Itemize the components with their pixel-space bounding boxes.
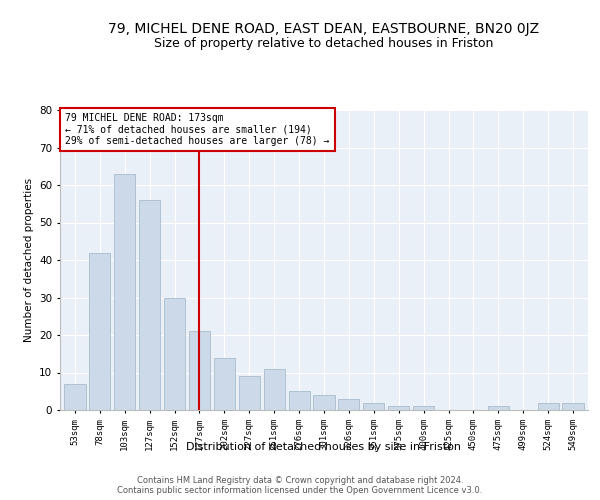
Bar (313, 395, 335, 410)
Bar (289, 391, 310, 410)
Bar (239, 376, 260, 410)
Bar (89, 252, 110, 410)
Bar (388, 406, 409, 410)
Text: 79 MICHEL DENE ROAD: 173sqm
← 71% of detached houses are smaller (194)
29% of se: 79 MICHEL DENE ROAD: 173sqm ← 71% of det… (65, 113, 329, 146)
Bar (189, 331, 210, 410)
Text: Contains HM Land Registry data © Crown copyright and database right 2024.
Contai: Contains HM Land Registry data © Crown c… (118, 476, 482, 495)
Bar (114, 174, 136, 410)
Bar (263, 369, 285, 410)
Y-axis label: Number of detached properties: Number of detached properties (23, 178, 34, 342)
Bar (64, 384, 86, 410)
Bar (214, 358, 235, 410)
Text: Size of property relative to detached houses in Friston: Size of property relative to detached ho… (154, 38, 494, 51)
Bar (538, 402, 559, 410)
Bar (488, 406, 509, 410)
Bar (139, 200, 160, 410)
Bar (338, 399, 359, 410)
Bar (164, 298, 185, 410)
Text: Distribution of detached houses by size in Friston: Distribution of detached houses by size … (187, 442, 461, 452)
Bar (562, 402, 584, 410)
Text: 79, MICHEL DENE ROAD, EAST DEAN, EASTBOURNE, BN20 0JZ: 79, MICHEL DENE ROAD, EAST DEAN, EASTBOU… (109, 22, 539, 36)
Bar (413, 406, 434, 410)
Bar (363, 402, 385, 410)
